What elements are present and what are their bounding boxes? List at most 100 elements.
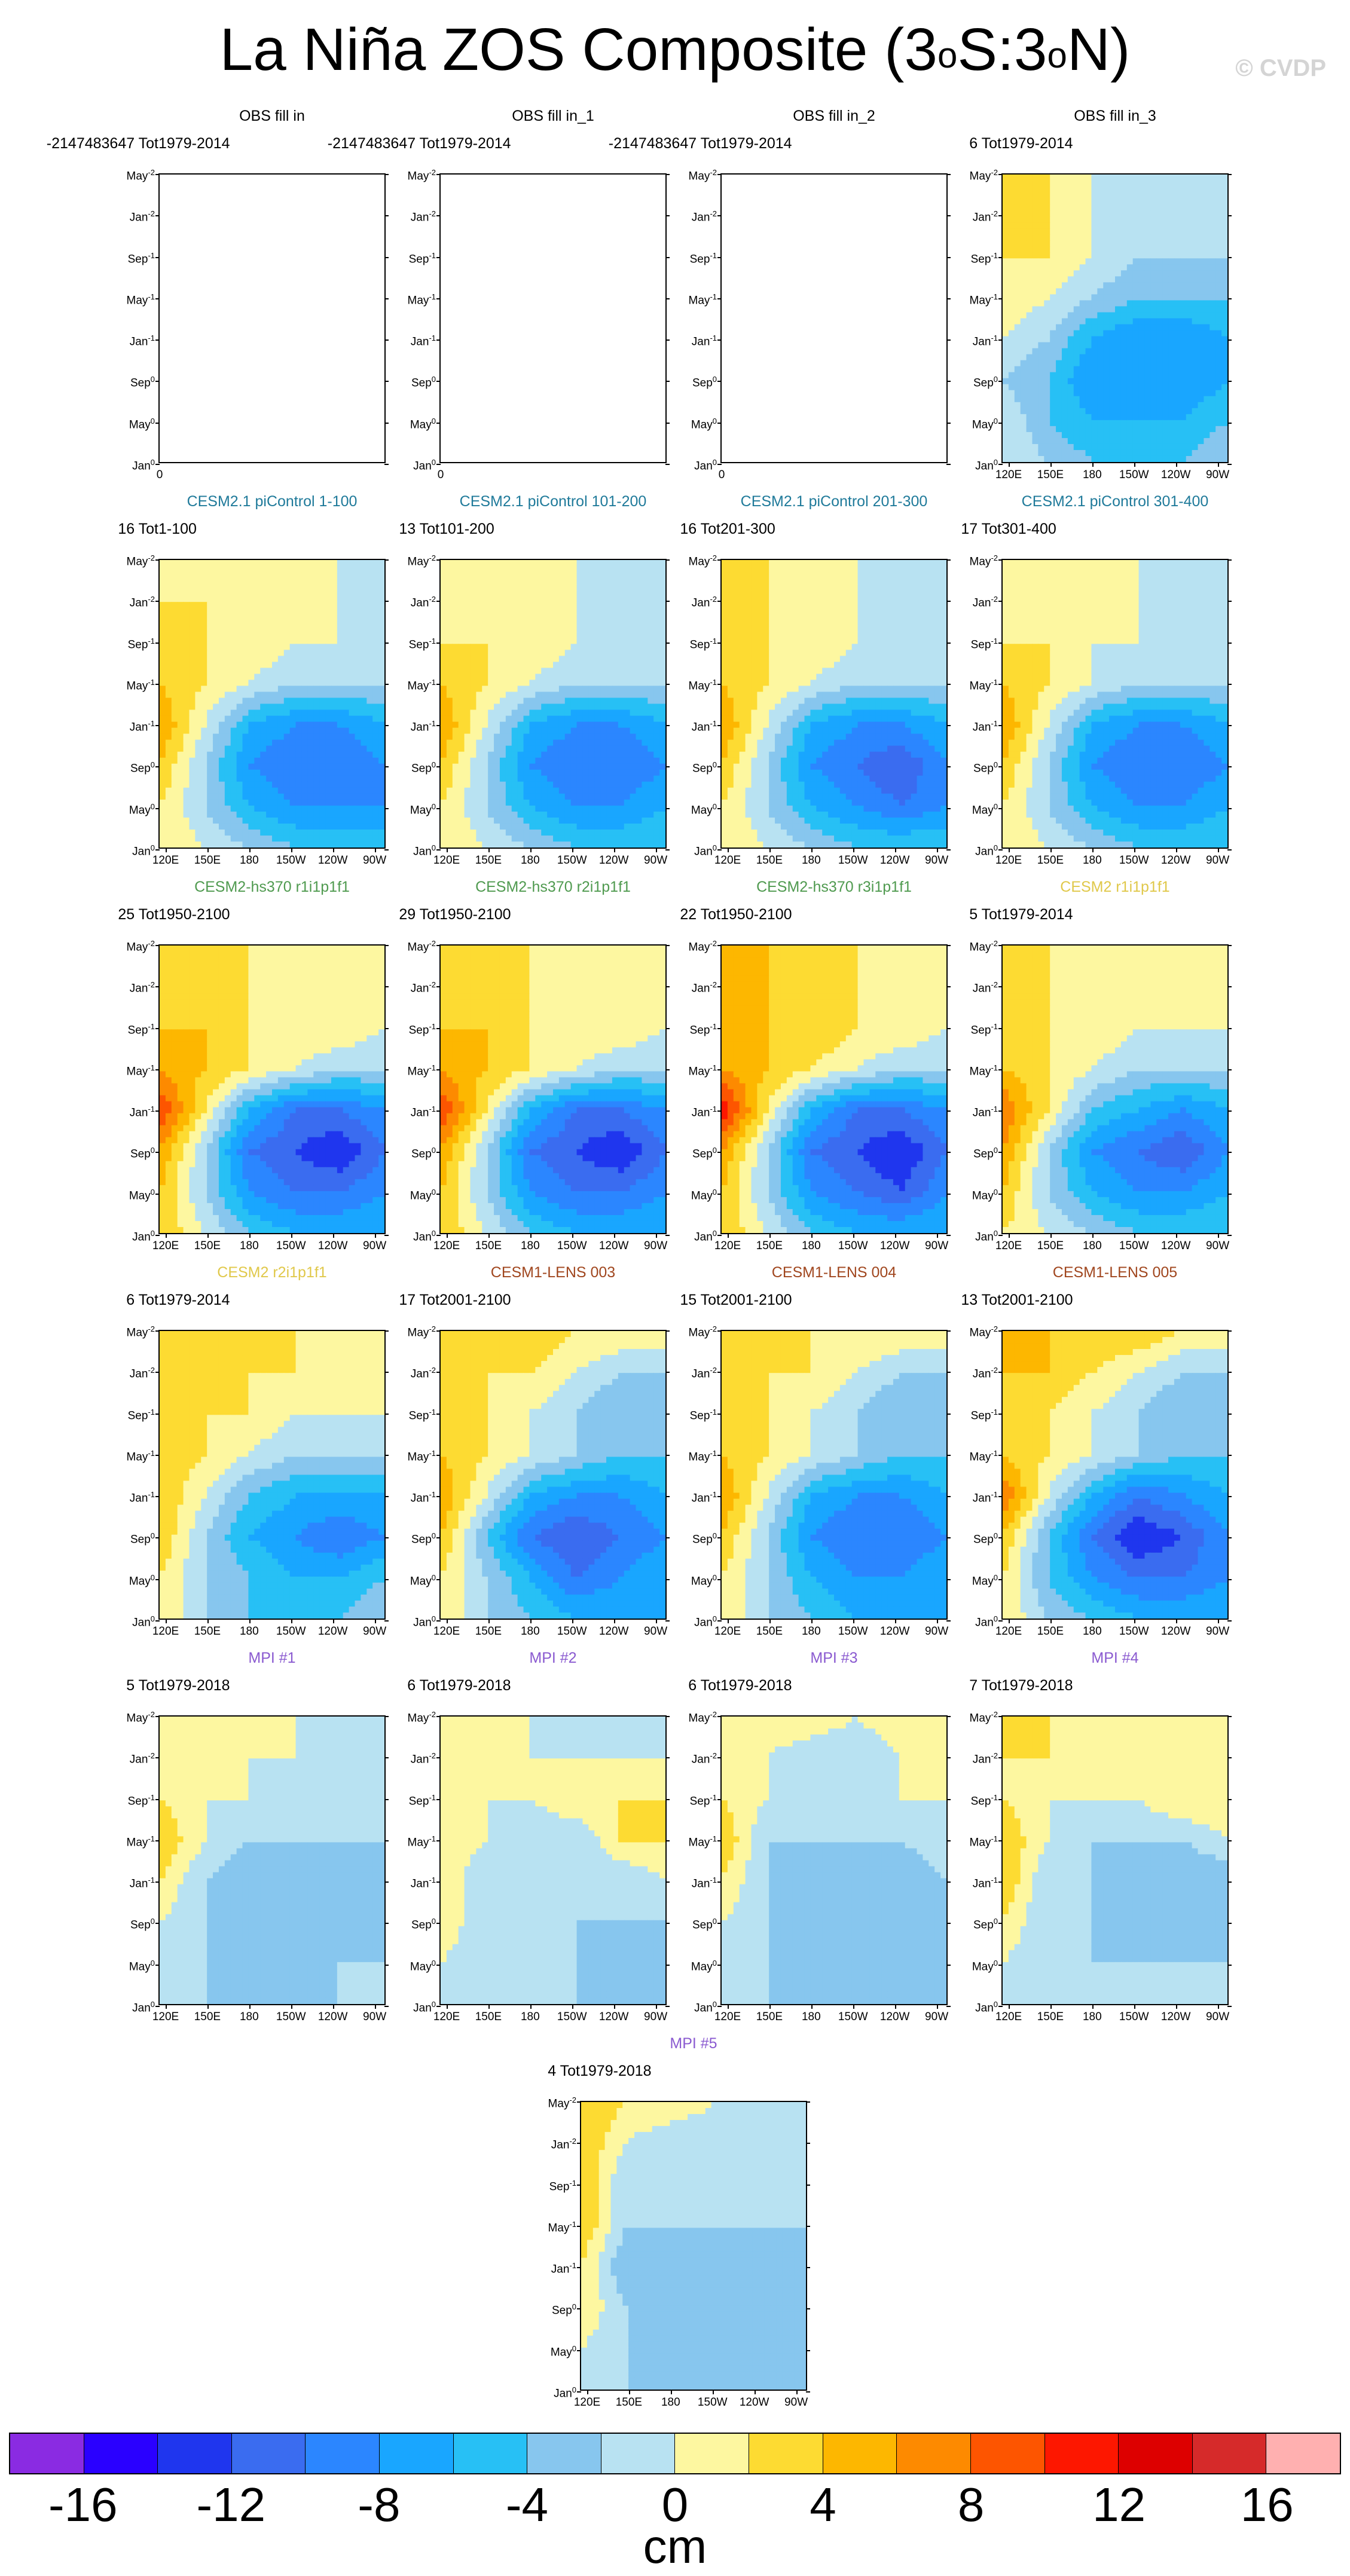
heatmap-cell [1061,282,1068,289]
heatmap-cell [1109,384,1116,391]
heatmap-cell [1156,312,1163,319]
heatmap-cell [624,560,631,567]
heatmap-cell [653,674,660,681]
heatmap-cell [213,763,219,770]
heatmap-cell [1221,384,1227,391]
heatmap-cell [289,835,297,842]
heatmap-cell [1003,408,1009,415]
heatmap-cell [553,721,560,729]
heatmap-cell [1079,300,1086,307]
heatmap-cell [1138,396,1146,403]
heatmap-cell [505,590,512,596]
heatmap-cell [541,620,548,626]
heatmap-cell [1091,384,1098,391]
heatmap-cell [452,650,459,656]
heatmap-cell [366,751,373,758]
heatmap-cell [277,745,285,752]
heatmap-cell [337,799,344,806]
heatmap-cell [378,799,384,806]
heatmap-cell [1056,216,1062,223]
heatmap-cell [612,584,619,591]
heatmap-cell [1174,288,1181,295]
heatmap-cell [201,590,207,596]
heatmap-cell [1180,336,1187,343]
heatmap-cell [1192,300,1199,307]
heatmap-cell [476,709,482,717]
heatmap-cell [1204,306,1210,313]
heatmap-cell [1186,252,1193,259]
y-tick-lag: 0 [432,417,436,426]
heatmap-cell [224,620,231,626]
heatmap-cell [511,692,518,699]
heatmap-cell [1026,312,1033,319]
heatmap-cell [177,584,184,591]
heatmap-cell [1038,180,1044,187]
heatmap-cell [337,656,344,662]
heatmap-cell [558,572,566,579]
heatmap-cell [505,614,512,620]
heatmap-cell [1120,294,1128,301]
heatmap-cell [588,638,595,644]
heatmap-cell [576,668,584,674]
heatmap-cell [1085,384,1092,391]
heatmap-cell [1020,384,1027,391]
heatmap-cell [1209,276,1216,283]
heatmap-cell [201,817,207,824]
heatmap-cell [160,680,166,687]
heatmap-cell [1056,342,1062,349]
heatmap-cell [1186,408,1193,415]
y-tick-month: May [129,418,151,431]
heatmap-cell [1180,390,1187,397]
heatmap-cell [1150,306,1157,313]
heatmap-cell [319,703,326,711]
heatmap-cell [1050,270,1056,277]
heatmap-cell [1026,246,1033,253]
heatmap-cell [366,829,373,836]
heatmap-cell [1056,426,1062,433]
heatmap-cell [1008,420,1015,427]
heatmap-cell [1079,252,1086,259]
heatmap-cell [1097,396,1104,403]
heatmap-cell [588,566,595,573]
heatmap-cell [1168,396,1175,403]
heatmap-cell [612,626,619,632]
heatmap-cell [1014,300,1021,307]
heatmap-cell [529,560,536,567]
heatmap-cell [177,650,184,656]
heatmap-cell [482,596,488,602]
heatmap-cell [1091,180,1098,187]
panel-period: 1979-2014 [1001,135,1073,152]
heatmap-cell [1056,228,1062,235]
heatmap-cell [1156,348,1163,355]
y-tick-right [384,683,389,685]
heatmap-cell [1003,438,1009,445]
y-tick-right [946,464,951,465]
heatmap-cell [553,674,560,681]
heatmap-cell [1050,282,1056,289]
heatmap-cell [1091,288,1098,295]
heatmap-cell [230,793,237,800]
heatmap-cell [195,614,201,620]
heatmap-cell [1156,449,1163,457]
heatmap-cell [189,817,196,824]
heatmap-cell [307,841,314,848]
heatmap-cell [260,692,267,699]
heatmap-cell [260,769,267,776]
heatmap-cell [517,590,524,596]
heatmap-cell [458,703,465,711]
heatmap-cell [529,584,536,591]
heatmap-cell [529,578,536,585]
heatmap-cell [523,727,530,735]
heatmap-cell [1192,348,1199,355]
heatmap-cell [1132,264,1140,271]
heatmap-cell [283,644,291,650]
heatmap-cell [171,578,178,585]
heatmap-cell [1038,186,1044,193]
heatmap-cell [1198,372,1205,379]
heatmap-cell [372,751,379,758]
heatmap-cell [1215,258,1222,265]
heatmap-cell [1050,402,1056,409]
y-tick-right [1227,339,1232,341]
heatmap-cell [588,721,595,729]
heatmap-cell [277,709,285,717]
